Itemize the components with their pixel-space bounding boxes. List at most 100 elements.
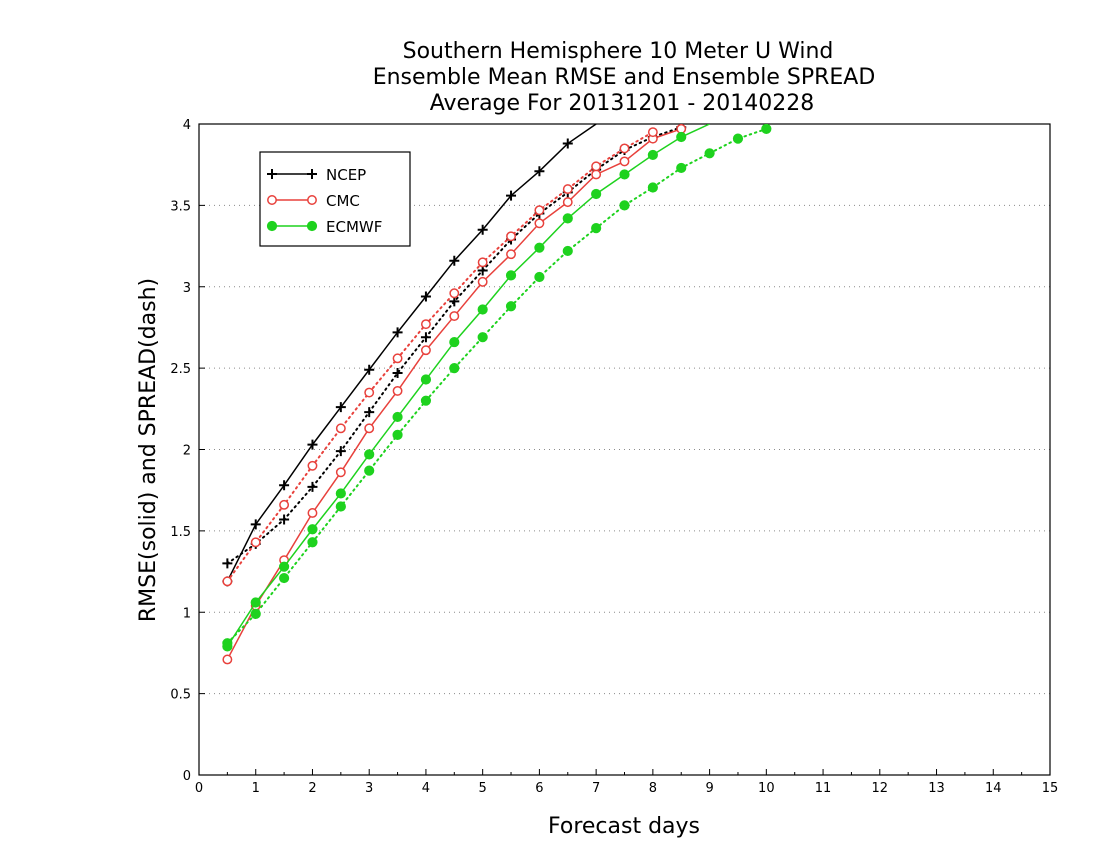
data-point-ecmwf-spread-15 [647,182,658,193]
legend-label-cmc: CMC [326,192,360,210]
data-point-cmc-spread-8 [449,288,460,299]
data-point-cmc-rmse-0 [222,654,233,665]
series-line-ecmwf-spread [226,127,768,645]
legend-marker-left [266,220,278,232]
y-tick-label-4: 2 [183,444,191,459]
legend: NCEP CMC ECMWF [259,151,411,247]
data-point-ncep-rmse-1 [250,519,261,530]
data-point-ecmwf-spread-7 [420,395,432,406]
data-point-ncep-rmse-3 [307,439,318,450]
data-point-ecmwf-rmse-16 [676,131,687,143]
data-point-cmc-rmse-10 [506,249,516,260]
series-line-ncep-rmse [226,124,597,582]
legend-item-cmc: CMC [267,192,360,210]
y-tick-label-2: 1 [183,606,191,621]
data-point-cmc-spread-10 [506,231,516,242]
data-point-ncep-spread-3 [307,481,318,492]
y-tick-label-7: 3.5 [170,199,191,214]
legend-label-ncep: NCEP [326,166,366,184]
data-point-ncep-spread-6 [392,368,403,379]
x-tick-label-8: 8 [649,781,657,796]
data-point-cmc-rmse-12 [562,197,573,208]
data-point-cmc-spread-14 [619,143,630,154]
data-point-ecmwf-rmse-7 [420,374,432,385]
data-point-ncep-rmse-2 [279,480,290,491]
data-point-ncep-spread-5 [364,407,375,418]
x-tick-label-1: 1 [252,781,260,796]
data-point-cmc-spread-15 [647,127,658,138]
series-line-ecmwf-rmse [226,124,710,647]
data-point-cmc-spread-4 [335,423,346,434]
y-tick-label-3: 1.5 [170,525,191,540]
data-point-cmc-rmse-4 [335,467,346,478]
data-point-cmc-spread-9 [477,257,488,268]
series-cmc-rmse [222,124,687,665]
data-point-ecmwf-spread-5 [364,465,375,476]
data-point-ncep-rmse-10 [506,190,517,201]
legend-marker-left [267,195,277,205]
data-point-ncep-rmse-6 [392,327,403,338]
series-layer [222,124,772,665]
data-point-ecmwf-rmse-8 [449,336,460,348]
data-point-ncep-spread-4 [335,446,346,457]
data-point-ncep-spread-0 [222,558,233,569]
x-tick-label-9: 9 [705,781,713,796]
data-point-ecmwf-spread-1 [250,608,261,619]
y-tick-label-6: 3 [183,281,191,296]
data-point-ecmwf-rmse-13 [591,188,602,200]
series-ecmwf-rmse [222,124,710,652]
data-point-cmc-spread-13 [591,161,602,172]
data-point-ecmwf-rmse-14 [619,169,630,180]
legend-box [259,151,411,247]
x-tick-label-10: 10 [758,781,775,796]
data-point-ncep-rmse-12 [562,138,573,149]
data-point-ecmwf-rmse-6 [392,411,403,423]
data-point-cmc-rmse-6 [392,385,403,396]
data-point-ecmwf-spread-18 [732,133,744,144]
x-tick-label-3: 3 [365,781,373,796]
chart-title-line-1: Southern Hemisphere 10 Meter U Wind [403,39,834,64]
data-point-cmc-spread-11 [534,205,545,216]
data-point-ecmwf-rmse-4 [335,488,346,499]
data-point-ecmwf-spread-2 [279,572,290,584]
y-tick-label-8: 4 [183,118,191,133]
data-point-cmc-spread-6 [392,353,403,364]
data-point-cmc-rmse-5 [364,423,375,434]
x-tick-label-15: 15 [1042,781,1059,796]
x-tick-label-2: 2 [308,781,316,796]
data-point-cmc-rmse-7 [420,345,431,356]
series-cmc-spread [222,127,658,587]
data-point-cmc-spread-0 [222,576,233,587]
legend-item-ncep: NCEP [267,166,366,184]
data-point-ecmwf-rmse-2 [279,561,290,572]
series-ncep-rmse [222,124,597,587]
grid [199,204,1050,695]
data-point-ecmwf-spread-19 [761,124,772,134]
data-point-cmc-rmse-3 [307,508,318,518]
y-tick-label-1: 0.5 [170,688,191,703]
data-point-ncep-rmse-9 [477,224,488,235]
y-tick-label-0: 0 [183,769,191,784]
data-point-ncep-rmse-11 [534,166,545,177]
data-point-ecmwf-spread-12 [562,245,573,257]
legend-marker-right [306,220,318,232]
chart-title: Southern Hemisphere 10 Meter U Wind Ense… [373,39,876,116]
data-point-cmc-spread-3 [307,460,318,471]
data-point-ecmwf-rmse-10 [505,270,517,281]
data-point-ecmwf-spread-17 [704,148,715,159]
x-tick-label-7: 7 [592,781,600,796]
data-point-ecmwf-spread-11 [534,271,545,283]
x-tick-label-0: 0 [195,781,203,796]
data-point-ecmwf-rmse-5 [364,449,375,460]
x-axis-label: Forecast days [548,814,700,839]
data-point-ecmwf-spread-6 [392,429,403,440]
series-ecmwf-spread [222,124,772,649]
y-tick-label-5: 2.5 [170,362,191,377]
chart-title-line-2: Ensemble Mean RMSE and Ensemble SPREAD [373,65,876,90]
series-clip-group [222,124,772,665]
data-point-ecmwf-spread-16 [676,162,687,174]
data-point-ecmwf-rmse-1 [250,597,261,608]
x-tick-label-14: 14 [985,781,1002,796]
